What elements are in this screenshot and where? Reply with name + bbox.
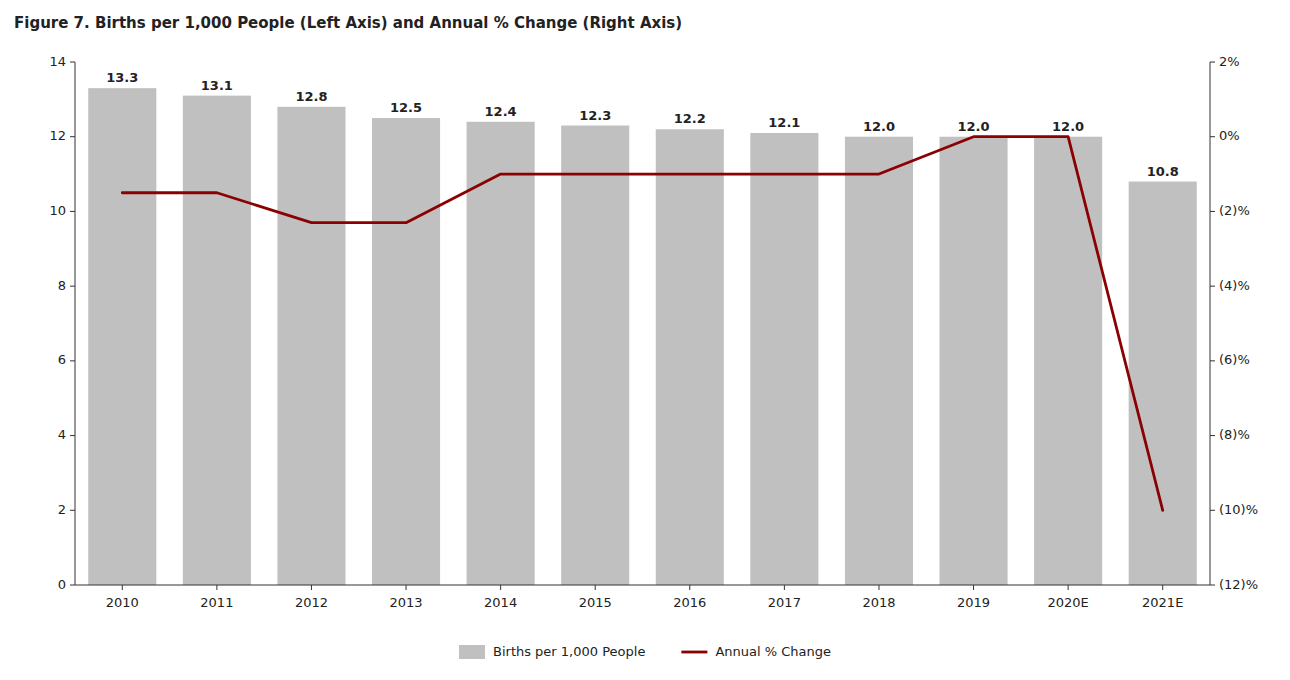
x-tick — [1162, 585, 1163, 590]
y2-tick — [1210, 360, 1215, 361]
legend-swatch — [459, 645, 485, 659]
bar — [845, 137, 913, 585]
x-tick-label: 2011 — [200, 595, 233, 610]
bar — [561, 126, 629, 585]
y2-tick-label: (6)% — [1219, 352, 1250, 367]
y-tick-label: 10 — [49, 203, 66, 218]
y-tick — [70, 211, 75, 212]
y2-tick — [1210, 211, 1215, 212]
y2-tick — [1210, 435, 1215, 436]
data-labels: 13.3 13.1 12.8 12.5 12.4 12.3 12.2 12.1 12.0 12.0… — [106, 70, 1178, 178]
x-tick-label: 2020E — [1047, 595, 1088, 610]
x-tick — [311, 585, 312, 590]
chart-svg: Figure 7. Births per 1,000 People (Left … — [0, 0, 1290, 680]
y2-tick — [1210, 62, 1215, 63]
y-tick-label: 2 — [58, 502, 66, 517]
y2-tick-label: (4)% — [1219, 278, 1250, 293]
data-label: 12.0 — [958, 119, 990, 134]
y2-tick — [1210, 510, 1215, 511]
chart-container: Figure 7. Births per 1,000 People (Left … — [0, 0, 1290, 680]
legend: Births per 1,000 People Annual % Change — [459, 644, 831, 660]
chart-title: Figure 7. Births per 1,000 People (Left … — [14, 14, 682, 32]
y-tick-label: 14 — [49, 54, 66, 69]
y2-axis-line — [1210, 62, 1211, 585]
y-tick — [70, 136, 75, 137]
x-tick — [595, 585, 596, 590]
data-label: 13.3 — [106, 70, 138, 85]
bar — [939, 137, 1007, 585]
y2-tick — [1210, 585, 1215, 586]
x-tick — [1068, 585, 1069, 590]
data-label: 12.0 — [863, 119, 895, 134]
legend-label: Births per 1,000 People — [493, 644, 645, 659]
x-tick-label: 2017 — [768, 595, 801, 610]
data-label: 12.4 — [485, 104, 517, 119]
x-tick-label: 2016 — [673, 595, 706, 610]
y-tick — [70, 360, 75, 361]
bar — [88, 88, 156, 585]
y2-tick-label: (12)% — [1219, 577, 1258, 592]
data-label: 13.1 — [201, 78, 233, 93]
y-tick-label: 8 — [58, 278, 66, 293]
y-tick-label: 0 — [58, 577, 66, 592]
y2-tick — [1210, 136, 1215, 137]
x-tick-label: 2010 — [106, 595, 139, 610]
bar — [656, 129, 724, 585]
y-tick — [70, 585, 75, 586]
x-tick — [973, 585, 974, 590]
data-label: 12.8 — [295, 89, 327, 104]
x-tick — [122, 585, 123, 590]
data-label: 12.1 — [768, 115, 800, 130]
bar — [183, 96, 251, 585]
x-tick-label: 2013 — [389, 595, 422, 610]
y-tick — [70, 62, 75, 63]
data-label: 10.8 — [1147, 164, 1179, 179]
x-tick — [216, 585, 217, 590]
y-tick — [70, 510, 75, 511]
legend-swatch — [681, 651, 707, 654]
marks — [88, 88, 1197, 585]
legend-item: Births per 1,000 People — [459, 644, 645, 660]
y-axis-line — [75, 62, 76, 585]
y2-tick-label: 0% — [1219, 128, 1240, 143]
x-tick — [689, 585, 690, 590]
x-axis-line — [75, 585, 1210, 586]
y2-tick-label: (2)% — [1219, 203, 1250, 218]
y-tick-label: 4 — [58, 427, 66, 442]
y-tick — [70, 286, 75, 287]
x-tick — [406, 585, 407, 590]
legend-item: Annual % Change — [681, 644, 831, 659]
bar — [277, 107, 345, 585]
data-label: 12.3 — [579, 108, 611, 123]
legend-label: Annual % Change — [715, 644, 831, 659]
bar — [372, 118, 440, 585]
x-tick-label: 2014 — [484, 595, 517, 610]
line — [122, 137, 1162, 511]
y2-tick-label: (8)% — [1219, 427, 1250, 442]
data-label: 12.5 — [390, 100, 422, 115]
y-tick-label: 12 — [49, 128, 66, 143]
y2-tick-label: (10)% — [1219, 502, 1258, 517]
y2-tick-label: 2% — [1219, 54, 1240, 69]
data-label: 12.0 — [1052, 119, 1084, 134]
y2-tick — [1210, 286, 1215, 287]
x-tick-label: 2021E — [1142, 595, 1183, 610]
x-tick-label: 2015 — [579, 595, 612, 610]
y-tick-label: 6 — [58, 352, 66, 367]
x-tick-label: 2018 — [862, 595, 895, 610]
bar — [750, 133, 818, 585]
bar — [1129, 182, 1197, 585]
x-tick-label: 2019 — [957, 595, 990, 610]
data-label: 12.2 — [674, 111, 706, 126]
bar — [1034, 137, 1102, 585]
y-tick — [70, 435, 75, 436]
x-tick-label: 2012 — [295, 595, 328, 610]
bar — [467, 122, 535, 585]
x-tick — [500, 585, 501, 590]
x-tick — [878, 585, 879, 590]
x-tick — [784, 585, 785, 590]
